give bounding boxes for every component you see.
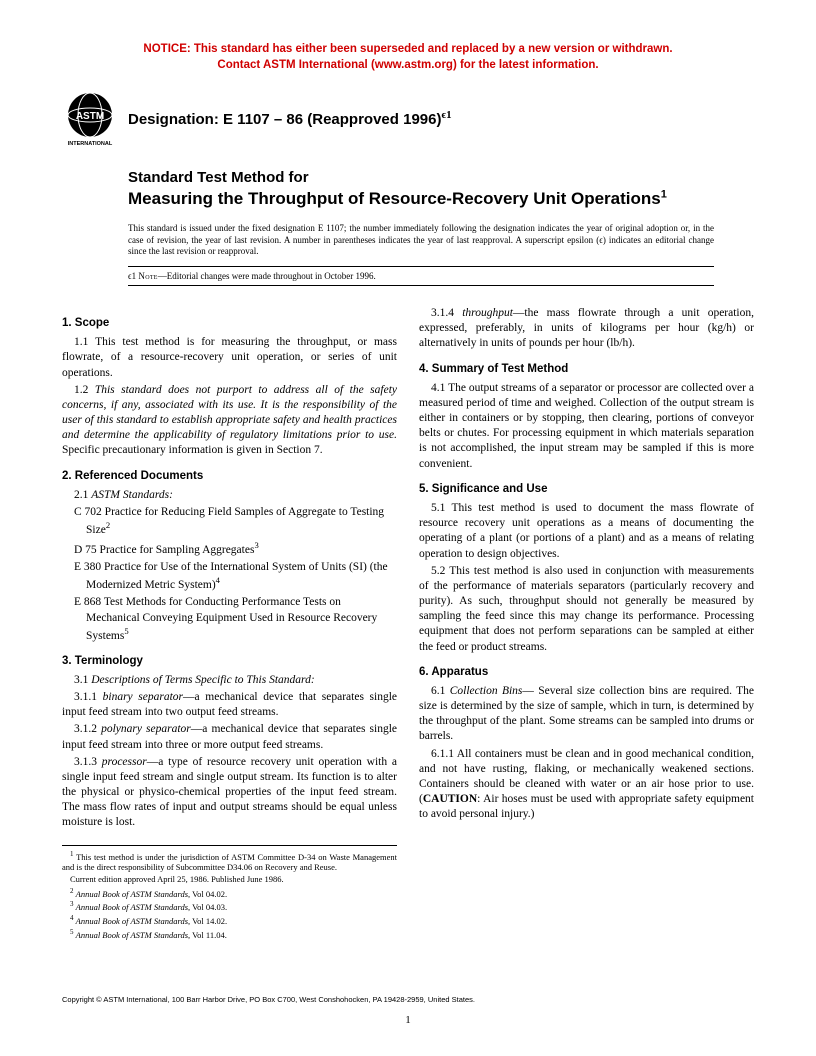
significance-5-2: 5.2 This test method is also used in con… <box>419 564 754 655</box>
significance-heading: 5. Significance and Use <box>419 482 754 497</box>
title-footnote-ref: 1 <box>661 188 667 200</box>
summary-4-1: 4.1 The output streams of a separator or… <box>419 381 754 472</box>
scope-heading: 1. Scope <box>62 316 397 331</box>
title-pre: Standard Test Method for <box>128 169 754 188</box>
footnote-1: 1 This test method is under the jurisdic… <box>62 850 397 874</box>
refdocs-heading: 2. Referenced Documents <box>62 469 397 484</box>
body-columns: 1. Scope 1.1 This test method is for mea… <box>62 306 754 941</box>
summary-heading: 4. Summary of Test Method <box>419 362 754 377</box>
term-polynary-separator: 3.1.2 polynary separator—a mechanical de… <box>62 722 397 752</box>
epsilon-symbol: ϵ1 <box>128 271 136 281</box>
supersession-notice: NOTICE: This standard has either been su… <box>62 42 754 73</box>
title-main-text: Measuring the Throughput of Resource-Rec… <box>128 189 661 208</box>
footnote-5: 5 Annual Book of ASTM Standards, Vol 11.… <box>62 928 397 941</box>
title-block: Standard Test Method for Measuring the T… <box>128 169 754 209</box>
terminology-heading: 3. Terminology <box>62 654 397 669</box>
designation-epsilon: ϵ1 <box>441 109 451 121</box>
footnotes: 1 This test method is under the jurisdic… <box>62 845 397 941</box>
designation: Designation: E 1107 – 86 (Reapproved 199… <box>128 109 452 128</box>
footnote-4: 4 Annual Book of ASTM Standards, Vol 14.… <box>62 914 397 927</box>
copyright: Copyright © ASTM International, 100 Barr… <box>62 995 475 1004</box>
ref-d75: D 75 Practice for Sampling Aggregates3 <box>62 540 397 558</box>
ref-c702: C 702 Practice for Reducing Field Sample… <box>62 505 397 538</box>
ref-e380: E 380 Practice for Use of the Internatio… <box>62 560 397 593</box>
scope-1-2: 1.2 This standard does not purport to ad… <box>62 383 397 459</box>
apparatus-6-1-1: 6.1.1 All containers must be clean and i… <box>419 747 754 823</box>
scope-1-1: 1.1 This test method is for measuring th… <box>62 335 397 381</box>
term-processor: 3.1.3 processor—a type of resource recov… <box>62 755 397 831</box>
svg-text:ASTM: ASTM <box>76 111 104 122</box>
title-main: Measuring the Throughput of Resource-Rec… <box>128 188 754 209</box>
svg-text:INTERNATIONAL: INTERNATIONAL <box>68 141 113 147</box>
footnote-1b: Current edition approved April 25, 1986.… <box>62 874 397 885</box>
epsilon-note-text: —Editorial changes were made throughout … <box>158 271 376 281</box>
apparatus-6-1: 6.1 Collection Bins— Several size collec… <box>419 684 754 745</box>
footnote-2: 2 Annual Book of ASTM Standards, Vol 04.… <box>62 887 397 900</box>
term-throughput: 3.1.4 throughput—the mass flowrate throu… <box>419 306 754 352</box>
epsilon-note: ϵ1 Note—Editorial changes were made thro… <box>128 266 714 286</box>
significance-5-1: 5.1 This test method is used to document… <box>419 501 754 562</box>
issuance-note: This standard is issued under the fixed … <box>128 223 714 258</box>
header-row: ASTM INTERNATIONAL Designation: E 1107 –… <box>62 91 754 147</box>
refdocs-sub: 2.1 ASTM Standards: <box>62 488 397 503</box>
apparatus-heading: 6. Apparatus <box>419 665 754 680</box>
astm-logo: ASTM INTERNATIONAL <box>62 91 118 147</box>
epsilon-note-label: Note <box>138 271 157 281</box>
ref-e868: E 868 Test Methods for Conducting Perfor… <box>62 595 397 643</box>
page-number: 1 <box>0 1014 816 1026</box>
term-binary-separator: 3.1.1 binary separator—a mechanical devi… <box>62 690 397 720</box>
notice-line1: NOTICE: This standard has either been su… <box>143 43 672 55</box>
footnote-3: 3 Annual Book of ASTM Standards, Vol 04.… <box>62 900 397 913</box>
designation-text: Designation: E 1107 – 86 (Reapproved 199… <box>128 111 441 128</box>
terminology-sub: 3.1 Descriptions of Terms Specific to Th… <box>62 673 397 688</box>
notice-line2: Contact ASTM International (www.astm.org… <box>217 59 598 71</box>
